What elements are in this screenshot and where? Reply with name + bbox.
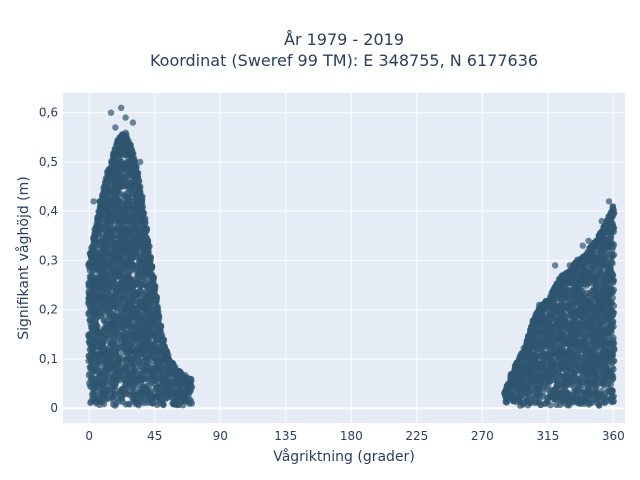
scatter-point (564, 389, 571, 396)
scatter-point (152, 295, 160, 302)
chart-title-line-2: Koordinat (Sweref 99 TM): E 348755, N 61… (150, 51, 538, 70)
scatter-point (547, 402, 554, 409)
scatter-point (160, 337, 167, 344)
scatter-point (188, 400, 195, 407)
scatter-point (155, 313, 162, 321)
chart-title-line-1: År 1979 - 2019 (284, 30, 404, 49)
scatter-point (134, 170, 142, 177)
scatter-point (187, 376, 194, 383)
scatter-point (94, 323, 101, 330)
scatter-points (85, 104, 618, 409)
scatter-point (139, 203, 147, 210)
scatter-point (126, 401, 133, 408)
scatter-point (160, 401, 167, 409)
scatter-point (148, 263, 155, 271)
scatter-point (144, 236, 151, 244)
scatter-point (149, 272, 156, 280)
scatter-point (187, 382, 195, 390)
scatter-point (117, 199, 124, 206)
scatter-point (115, 188, 123, 196)
scatter-point (151, 285, 158, 292)
scatter-point (129, 150, 136, 157)
scatter-point (145, 248, 152, 255)
scatter-point (157, 325, 164, 333)
